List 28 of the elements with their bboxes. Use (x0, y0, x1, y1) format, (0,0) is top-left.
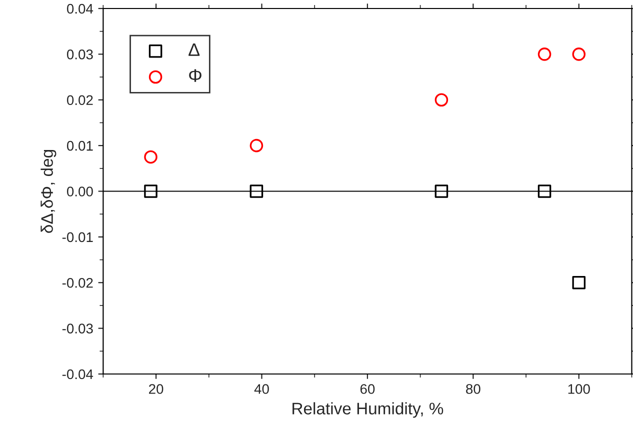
x-tick-label: 40 (254, 384, 269, 394)
point (538, 48, 552, 61)
point (250, 138, 264, 152)
y-tick-label: -0.04 (62, 369, 94, 380)
x-tick-label: 20 (149, 384, 164, 394)
point (144, 150, 158, 164)
y-tick-label: -0.02 (62, 278, 93, 288)
y-tick-label: 0.01 (66, 140, 93, 151)
y-tick-label: 0.04 (66, 4, 94, 14)
point (434, 93, 448, 107)
x-tick-label: 60 (360, 384, 375, 394)
point (434, 184, 448, 198)
y-axis-title: δΔ,δΦ, deg (40, 150, 56, 233)
point (250, 184, 264, 198)
point (538, 184, 552, 198)
point (572, 48, 586, 61)
y-tick-label: 0.03 (66, 50, 93, 60)
legend-label: Φ (189, 69, 202, 82)
x-axis-title: Relative Humidity, % (292, 402, 444, 418)
x-tick-label: 80 (466, 384, 480, 394)
x-tick-label: 100 (568, 384, 590, 394)
point (144, 184, 158, 198)
legend-label: Δ (188, 43, 200, 56)
y-tick-label: -0.03 (62, 324, 93, 334)
y-tick-label: 0.00 (66, 186, 93, 196)
y-tick-label: -0.01 (62, 232, 93, 242)
point (572, 276, 586, 290)
y-tick-label: 0.02 (66, 95, 93, 106)
